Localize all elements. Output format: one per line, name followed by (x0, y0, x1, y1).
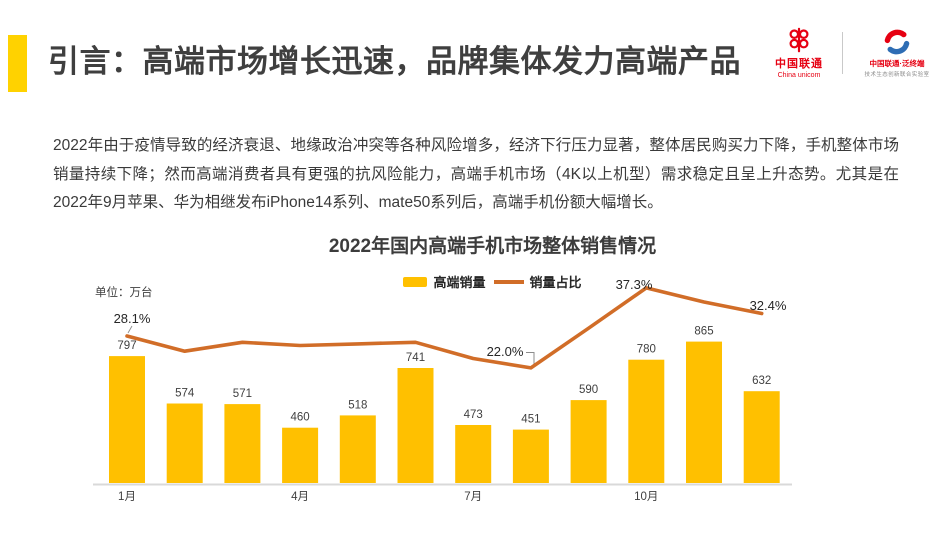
bar-value-label-3月: 571 (233, 388, 252, 400)
legend-line-swatch (493, 279, 524, 284)
page-title: 引言：高端市场增长迅速，品牌集体发力高端产品 (48, 44, 741, 79)
chart-plot-area: 797 574 571 460 518 741 473 451 590 780 865 632 1月 4月… (93, 277, 792, 503)
bar-8月 (512, 429, 549, 483)
unicom-knot-icon (789, 27, 809, 53)
lab-name-line2: 技术生态创新联合实验室 (864, 71, 930, 78)
line-point-label-8月: 22.0% (487, 344, 524, 359)
label-leader-jan (127, 325, 133, 334)
unicom-name-cn: 中国联通 (775, 58, 823, 70)
line-point-label-1月: 28.1% (114, 311, 151, 326)
bar-value-label-1月: 797 (117, 340, 136, 352)
chart-title: 2022年国内高端手机市场整体销售情况 (328, 236, 657, 257)
legend-line-label: 销量占比 (529, 275, 582, 290)
bar-value-label-10月: 780 (637, 344, 656, 356)
chart-legend: 高端销量 销量占比 (35, 272, 950, 291)
bar-value-label-6月: 741 (406, 352, 425, 364)
x-tick-label-10月: 10月 (634, 491, 658, 503)
x-tick-label-7月: 7月 (464, 491, 482, 503)
legend-item-bar: 高端销量 (403, 272, 486, 291)
bar-value-label-8月: 451 (521, 414, 540, 426)
bar-5月 (339, 415, 376, 483)
share-line (125, 286, 764, 370)
bar-value-label-5月: 518 (348, 399, 367, 411)
bar-1月 (109, 356, 145, 483)
intro-paragraph: 2022年由于疫情导致的经济衰退、地缘政治冲突等各种风险增多，经济下行压力显著，… (53, 137, 899, 211)
label-leader-aug (526, 352, 535, 364)
unit-label: 单位：万台 (95, 287, 153, 299)
bar-10月 (628, 359, 665, 483)
bar-3月 (224, 404, 261, 483)
logo-group: 中国联通 China unicom 中国联通·泛终端 技术生态创新联合实验室 (767, 27, 940, 79)
china-unicom-logo: 中国联通 China unicom (767, 27, 831, 79)
bar-2月 (166, 403, 203, 483)
x-tick-label-1月: 1月 (118, 491, 136, 503)
bar-11月 (686, 341, 722, 483)
legend-bar-swatch (403, 276, 428, 287)
line-point-label-10月: 37.3% (616, 277, 653, 292)
bar-7月 (455, 425, 492, 483)
bar-value-label-2月: 574 (175, 388, 195, 400)
logo-divider (842, 32, 843, 74)
lab-logo: 中国联通·泛终端 技术生态创新联合实验室 (854, 29, 940, 78)
bar-value-label-7月: 473 (464, 409, 483, 421)
lab-swirl-icon (884, 29, 910, 54)
bar-4月 (282, 427, 319, 483)
bar-value-label-9月: 590 (579, 384, 598, 396)
unicom-name-en: China unicom (777, 72, 821, 79)
x-tick-label-4月: 4月 (291, 491, 309, 503)
legend-bar-label: 高端销量 (433, 275, 486, 290)
bar-value-label-12月: 632 (752, 375, 771, 387)
bar-12月 (743, 391, 780, 483)
bar-9月 (570, 400, 607, 483)
bar-value-label-11月: 865 (694, 326, 713, 338)
bar-6月 (397, 368, 434, 483)
bar-value-label-4月: 460 (291, 412, 310, 424)
line-point-label-12月: 32.4% (750, 298, 787, 313)
lab-name-line1: 中国联通·泛终端 (869, 58, 925, 68)
legend-item-line: 销量占比 (493, 272, 582, 291)
title-accent-bar (8, 35, 27, 92)
